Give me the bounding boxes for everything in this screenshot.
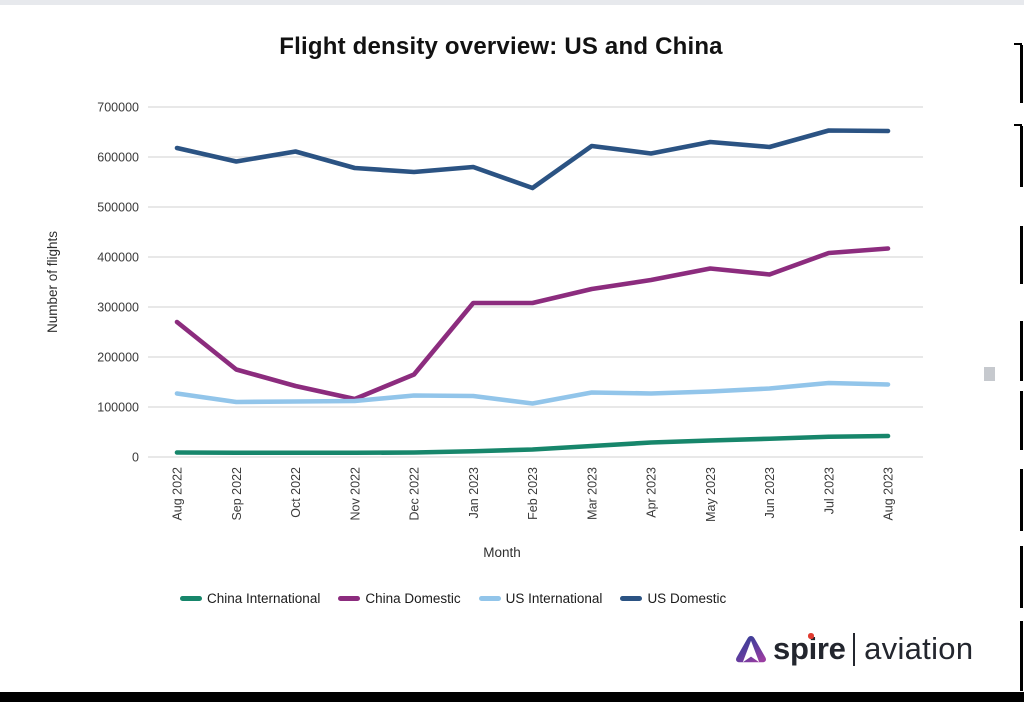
series-line-us-domestic xyxy=(174,128,891,191)
edge-artifact xyxy=(1014,43,1022,45)
chart-svg: 0 100000 200000 300000 400000 500000 600000 700… xyxy=(45,101,923,560)
x-tick-label: Feb 2023 xyxy=(526,467,540,520)
chart-plot: 0 100000 200000 300000 400000 500000 600000 700… xyxy=(97,101,923,522)
x-tick-label: Mar 2023 xyxy=(585,467,599,520)
edge-artifact xyxy=(1014,124,1022,126)
legend-item-china-international: China International xyxy=(180,591,320,606)
y-tick-label: 400000 xyxy=(97,251,139,265)
top-edge-bar xyxy=(0,0,1024,5)
chart-legend: China International China Domestic US In… xyxy=(180,591,726,606)
us-domestic-line-swatch-icon xyxy=(620,596,643,601)
y-tick-label: 0 xyxy=(132,451,139,465)
edge-artifact xyxy=(1020,45,1023,103)
chart-title: Flight density overview: US and China xyxy=(279,33,723,60)
legend-item-us-international: US International xyxy=(478,591,603,606)
legend-label: US International xyxy=(505,591,603,606)
y-tick-label: 700000 xyxy=(97,101,139,115)
edge-artifact xyxy=(1020,226,1023,284)
legend-item-us-domestic: US Domestic xyxy=(620,591,726,606)
edge-artifact xyxy=(1020,469,1023,531)
x-tick-label: Dec 2022 xyxy=(408,467,422,521)
edge-artifact xyxy=(984,367,995,381)
bottom-edge-bar xyxy=(0,692,1024,702)
legend-item-china-domestic: China Domestic xyxy=(338,591,461,606)
x-tick-label: Jul 2023 xyxy=(822,467,836,514)
edge-artifact xyxy=(1020,621,1023,691)
spire-triangle-icon xyxy=(736,635,766,662)
x-tick-label: Sep 2022 xyxy=(230,467,244,521)
spire-aviation-logo: spire aviation xyxy=(734,628,973,670)
edge-artifact xyxy=(1020,391,1023,450)
edge-artifact xyxy=(1020,546,1023,608)
y-tick-label: 100000 xyxy=(97,401,139,415)
x-tick-label: Apr 2023 xyxy=(645,467,659,518)
y-tick-label: 600000 xyxy=(97,151,139,165)
logo-product-text: aviation xyxy=(864,631,974,666)
legend-label: China International xyxy=(207,591,321,606)
x-tick-label: Jun 2023 xyxy=(763,467,777,518)
x-tick-label: Aug 2022 xyxy=(171,467,185,521)
y-tick-label: 200000 xyxy=(97,351,139,365)
legend-label: US Domestic xyxy=(647,591,727,606)
series-line-us-international xyxy=(174,380,891,406)
china-domestic-line-swatch-icon xyxy=(338,596,361,601)
legend-label: China Domestic xyxy=(365,591,461,606)
china-international-line-swatch-icon xyxy=(180,596,202,601)
y-tick-label: 300000 xyxy=(97,301,139,315)
series-line-china-domestic xyxy=(174,246,891,402)
edge-artifact xyxy=(1020,126,1023,187)
logo-i-dot-icon xyxy=(808,633,814,639)
x-tick-label: May 2023 xyxy=(704,467,718,522)
x-tick-label: Oct 2022 xyxy=(289,467,303,518)
logo-divider xyxy=(852,632,856,666)
series-line-china-international xyxy=(174,433,891,456)
logo-brand-wrap: spire xyxy=(773,631,846,667)
y-axis-title: Number of flights xyxy=(45,231,60,333)
x-axis-title: Month xyxy=(483,545,521,560)
us-international-line-swatch-icon xyxy=(478,596,501,601)
edge-artifact xyxy=(1020,321,1023,381)
y-tick-label: 500000 xyxy=(97,201,139,215)
x-tick-label: Jan 2023 xyxy=(467,467,481,518)
x-tick-label: Nov 2022 xyxy=(348,467,362,521)
x-tick-label: Aug 2023 xyxy=(882,467,896,521)
